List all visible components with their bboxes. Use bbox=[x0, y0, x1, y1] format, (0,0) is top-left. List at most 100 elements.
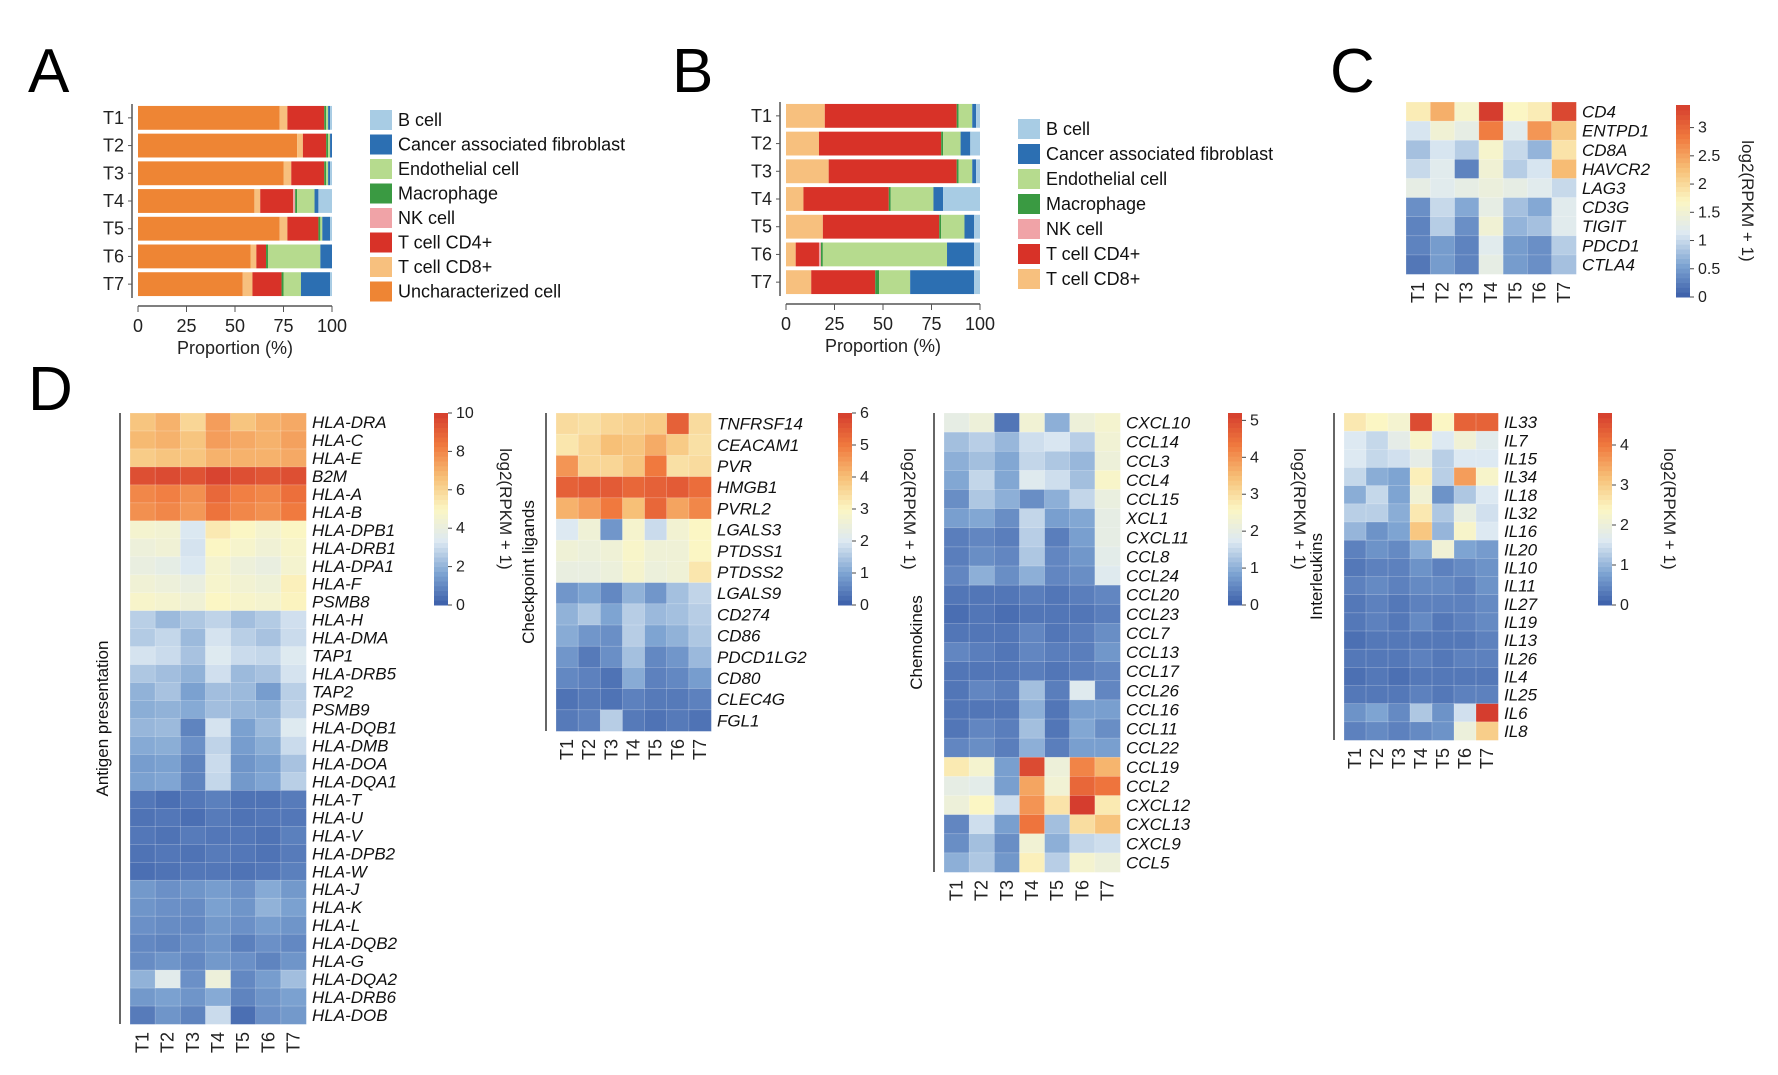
gene-label: HLA-DQA1 bbox=[312, 772, 397, 791]
colorbar-tick-label: 1 bbox=[1250, 560, 1259, 577]
heatmap-cell bbox=[993, 756, 1021, 778]
legend-swatch-t-cell-cd8 bbox=[370, 257, 392, 277]
heatmap-cell bbox=[622, 582, 646, 605]
heatmap-cell bbox=[1475, 630, 1499, 650]
heatmap-cell bbox=[255, 969, 282, 989]
legend-swatch-macrophage bbox=[1018, 194, 1040, 214]
gene-label: PTDSS1 bbox=[717, 542, 783, 561]
heatmap-cell bbox=[1551, 235, 1577, 256]
colorbar-step bbox=[1228, 513, 1242, 520]
colorbar-step bbox=[434, 422, 448, 428]
bar-segment-b-cell bbox=[974, 270, 980, 295]
gene-label: CXCL9 bbox=[1126, 834, 1181, 853]
heatmap-cell bbox=[154, 682, 181, 702]
colorbar-step bbox=[1598, 422, 1612, 428]
heatmap-cell bbox=[1365, 485, 1389, 505]
heatmap-cell bbox=[280, 682, 307, 702]
heatmap-cell bbox=[1387, 539, 1411, 560]
heatmap-cell bbox=[1094, 603, 1121, 625]
heatmap-cell bbox=[1454, 159, 1480, 180]
heatmap-cell bbox=[1069, 737, 1096, 758]
bar-segment-cancer-associated-fibroblast bbox=[910, 270, 975, 295]
colorbar-step bbox=[1598, 413, 1612, 419]
bar-segment-b-cell bbox=[330, 216, 332, 241]
colorbar-step bbox=[434, 571, 448, 577]
heatmap-cell bbox=[993, 833, 1021, 854]
panel-letter-a: A bbox=[28, 37, 70, 106]
colorbar-step bbox=[1228, 566, 1242, 572]
colorbar-step bbox=[1228, 590, 1242, 596]
heatmap-cell bbox=[230, 466, 257, 486]
legend-label-cancer-associated-fibroblast: Cancer associated fibroblast bbox=[398, 135, 625, 155]
heatmap-cell bbox=[1409, 503, 1433, 523]
heatmap-cell bbox=[599, 667, 624, 690]
colorbar-step bbox=[838, 566, 852, 572]
bar-segment-t-cell-cd4 bbox=[811, 270, 876, 295]
heatmap-cell bbox=[1069, 546, 1096, 567]
heatmap-cell bbox=[666, 433, 690, 457]
colorbar-step bbox=[838, 528, 852, 534]
gene-label: B2M bbox=[312, 467, 348, 486]
heatmap-cell bbox=[255, 933, 282, 953]
colorbar-step bbox=[434, 417, 448, 424]
gene-label: TIGIT bbox=[1582, 217, 1627, 236]
heatmap-cell bbox=[555, 561, 579, 584]
heatmap-cell bbox=[129, 987, 156, 1007]
gene-label: HLA-DPA1 bbox=[312, 557, 394, 576]
gene-label: CCL24 bbox=[1126, 567, 1179, 586]
heatmap-cell bbox=[1069, 699, 1096, 720]
heatmap-cell bbox=[1429, 101, 1456, 122]
heatmap-cell bbox=[1365, 703, 1389, 723]
heatmap-cell bbox=[1409, 430, 1433, 451]
heatmap-cell bbox=[968, 795, 995, 816]
colorbar-step bbox=[1676, 253, 1690, 260]
heatmap-cell bbox=[1343, 667, 1367, 687]
heatmap-cell bbox=[1044, 431, 1071, 452]
heatmap-cell bbox=[1094, 489, 1121, 510]
heatmap-cell bbox=[179, 502, 207, 522]
gene-label: CCL16 bbox=[1126, 700, 1179, 719]
heatmap-cell bbox=[555, 582, 579, 605]
heatmap-cell bbox=[205, 969, 232, 989]
bar-segment-b-cell bbox=[330, 272, 332, 297]
heatmap-cell bbox=[968, 756, 995, 778]
colorbar-tick-label: 0 bbox=[1250, 597, 1259, 614]
colorbar-step bbox=[838, 427, 852, 433]
heatmap-cell bbox=[280, 736, 307, 756]
heatmap-cell bbox=[1044, 527, 1071, 548]
heatmap-cell bbox=[1478, 101, 1504, 122]
heatmap-cell bbox=[1431, 703, 1455, 723]
colorbar-step bbox=[1228, 475, 1242, 481]
heatmap-cell bbox=[1387, 721, 1411, 741]
colorbar-tick-label: 5 bbox=[860, 437, 869, 454]
colorbar-step bbox=[434, 432, 448, 438]
x-tick-label: 75 bbox=[273, 316, 293, 336]
heatmap-cell bbox=[1343, 703, 1367, 723]
colorbar-step bbox=[434, 533, 448, 539]
colorbar-tick-label: 10 bbox=[456, 405, 474, 422]
heatmap-cell bbox=[179, 610, 207, 630]
heatmap-cell bbox=[993, 546, 1021, 567]
column-label: T2 bbox=[1432, 282, 1452, 303]
heatmap-cell bbox=[1454, 139, 1480, 161]
heatmap-cell bbox=[1387, 576, 1411, 596]
gene-label: XCL1 bbox=[1125, 509, 1169, 528]
heatmap-cell bbox=[154, 826, 181, 845]
heatmap-cell bbox=[230, 933, 257, 953]
gene-label: IL25 bbox=[1504, 686, 1538, 705]
heatmap-cell bbox=[622, 667, 646, 690]
colorbar-step bbox=[1676, 162, 1690, 168]
heatmap-cell bbox=[1019, 852, 1046, 873]
heatmap-cell bbox=[943, 814, 970, 835]
heatmap-cell bbox=[1094, 680, 1121, 701]
gene-label: CXCL12 bbox=[1126, 796, 1191, 815]
heatmap-cell bbox=[993, 603, 1021, 625]
colorbar-tick-label: 2 bbox=[456, 559, 465, 576]
colorbar-step bbox=[1598, 470, 1612, 476]
heatmap-cell bbox=[205, 484, 232, 504]
bar-segment-nk-cell bbox=[293, 189, 296, 213]
heatmap-cell bbox=[1502, 254, 1529, 275]
heatmap-cell bbox=[1019, 565, 1046, 586]
heatmap-cell bbox=[280, 700, 307, 720]
